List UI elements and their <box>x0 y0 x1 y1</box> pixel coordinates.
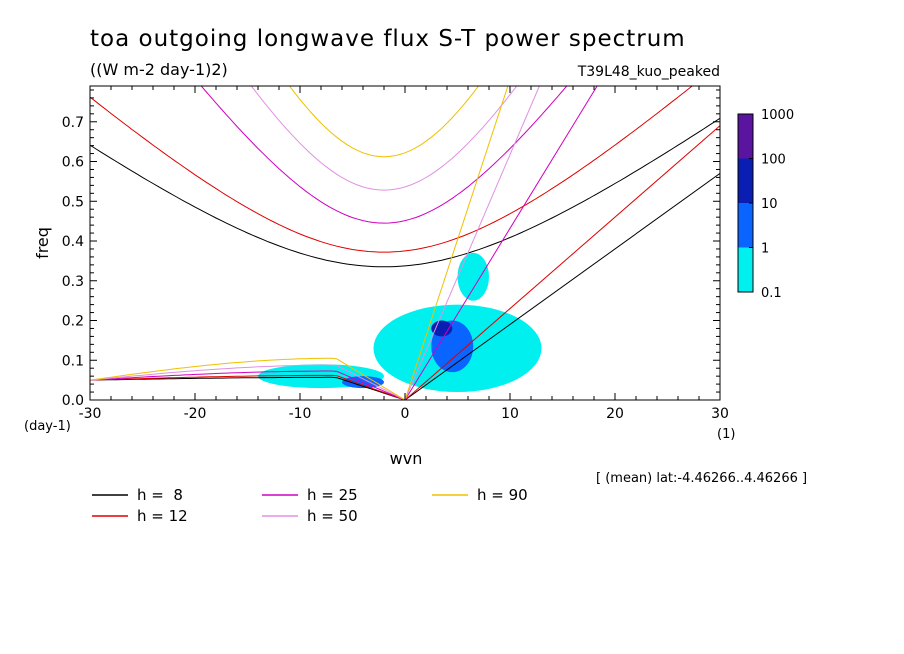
ig-wave-h8 <box>90 117 720 268</box>
y-axis-label: freq <box>33 227 52 259</box>
rossby-wave-h25 <box>90 370 406 400</box>
x-axis-unit: (1) <box>717 427 735 442</box>
colorbar-segment <box>738 114 753 159</box>
legend-label: h = 90 <box>477 486 528 504</box>
chart-title: toa outgoing longwave flux S-T power spe… <box>90 26 686 52</box>
x-axis-label: wvn <box>390 449 423 468</box>
x-tick-label: -10 <box>289 406 312 422</box>
legend-label: h = 50 <box>307 507 358 525</box>
colorbar-segment <box>738 203 753 248</box>
legend-label: h = 12 <box>137 507 188 525</box>
kelvin-wave-h12 <box>404 125 720 400</box>
y-tick-label: 0.4 <box>62 234 84 250</box>
run-label: T39L48_kuo_peaked <box>577 64 720 80</box>
x-tick-label: -20 <box>184 406 207 422</box>
mean-info: [ (mean) lat:-4.46266..4.46266 ] <box>596 471 807 486</box>
axis-ticks <box>89 86 721 401</box>
colorbar: 0.1 1 10 100 1000 <box>737 108 794 301</box>
colorbar-label: 1 <box>761 242 769 257</box>
colorbar-label: 1000 <box>761 108 794 123</box>
y-tick-label: 0.7 <box>62 115 84 131</box>
rossby-wave-h12 <box>90 374 406 400</box>
colorbar-label: 100 <box>761 153 786 168</box>
y-tick-label: 0.5 <box>62 194 84 210</box>
legend-label: h = 25 <box>307 486 358 504</box>
axis-tick-labels: -30 -20 -10 0 10 20 30 0.0 0.1 0.2 0.3 0.4 0.5 0.6 0.7 <box>62 115 729 422</box>
kelvin-wave-h25 <box>404 86 598 400</box>
x-tick-label: 0 <box>401 406 410 422</box>
y-tick-label: 0.6 <box>62 155 84 171</box>
ig-wave-h90 <box>288 86 480 158</box>
x-tick-label: 10 <box>501 406 519 422</box>
rossby-wave-h8 <box>90 376 406 400</box>
x-tick-label: 20 <box>606 406 624 422</box>
colorbar-label: 0.1 <box>761 286 782 301</box>
kelvin-wave-h50 <box>404 86 540 400</box>
power-spectrum-contours <box>258 252 542 393</box>
kelvin-wave-h90 <box>404 86 509 400</box>
colorbar-segment <box>738 158 753 203</box>
y-tick-label: 0.1 <box>62 353 84 369</box>
rossby-wave-h50 <box>90 364 406 400</box>
ig-wave-h25 <box>200 86 568 224</box>
ig-wave-h50 <box>250 86 518 191</box>
x-tick-label: 30 <box>711 406 729 422</box>
x-tick-label: -30 <box>79 406 102 422</box>
power-region-5 <box>431 320 453 337</box>
ig-wave-h12 <box>90 86 693 253</box>
rossby-wave-h90 <box>90 357 406 400</box>
y-tick-label: 0.0 <box>62 393 84 409</box>
colorbar-label: 10 <box>761 197 778 212</box>
legend: h = 8 h = 12 h = 25 h = 50 h = 90 <box>92 486 528 525</box>
y-tick-label: 0.3 <box>62 274 84 290</box>
dispersion-curves <box>90 86 720 400</box>
chart-units: ((W m-2 day-1)2) <box>90 60 228 79</box>
kelvin-wave-h8 <box>404 172 720 400</box>
legend-label: h = 8 <box>137 486 183 504</box>
y-axis-unit: (day-1) <box>24 419 71 434</box>
power-region-0 <box>457 252 489 301</box>
colorbar-segment <box>738 247 753 292</box>
y-tick-label: 0.2 <box>62 314 84 330</box>
